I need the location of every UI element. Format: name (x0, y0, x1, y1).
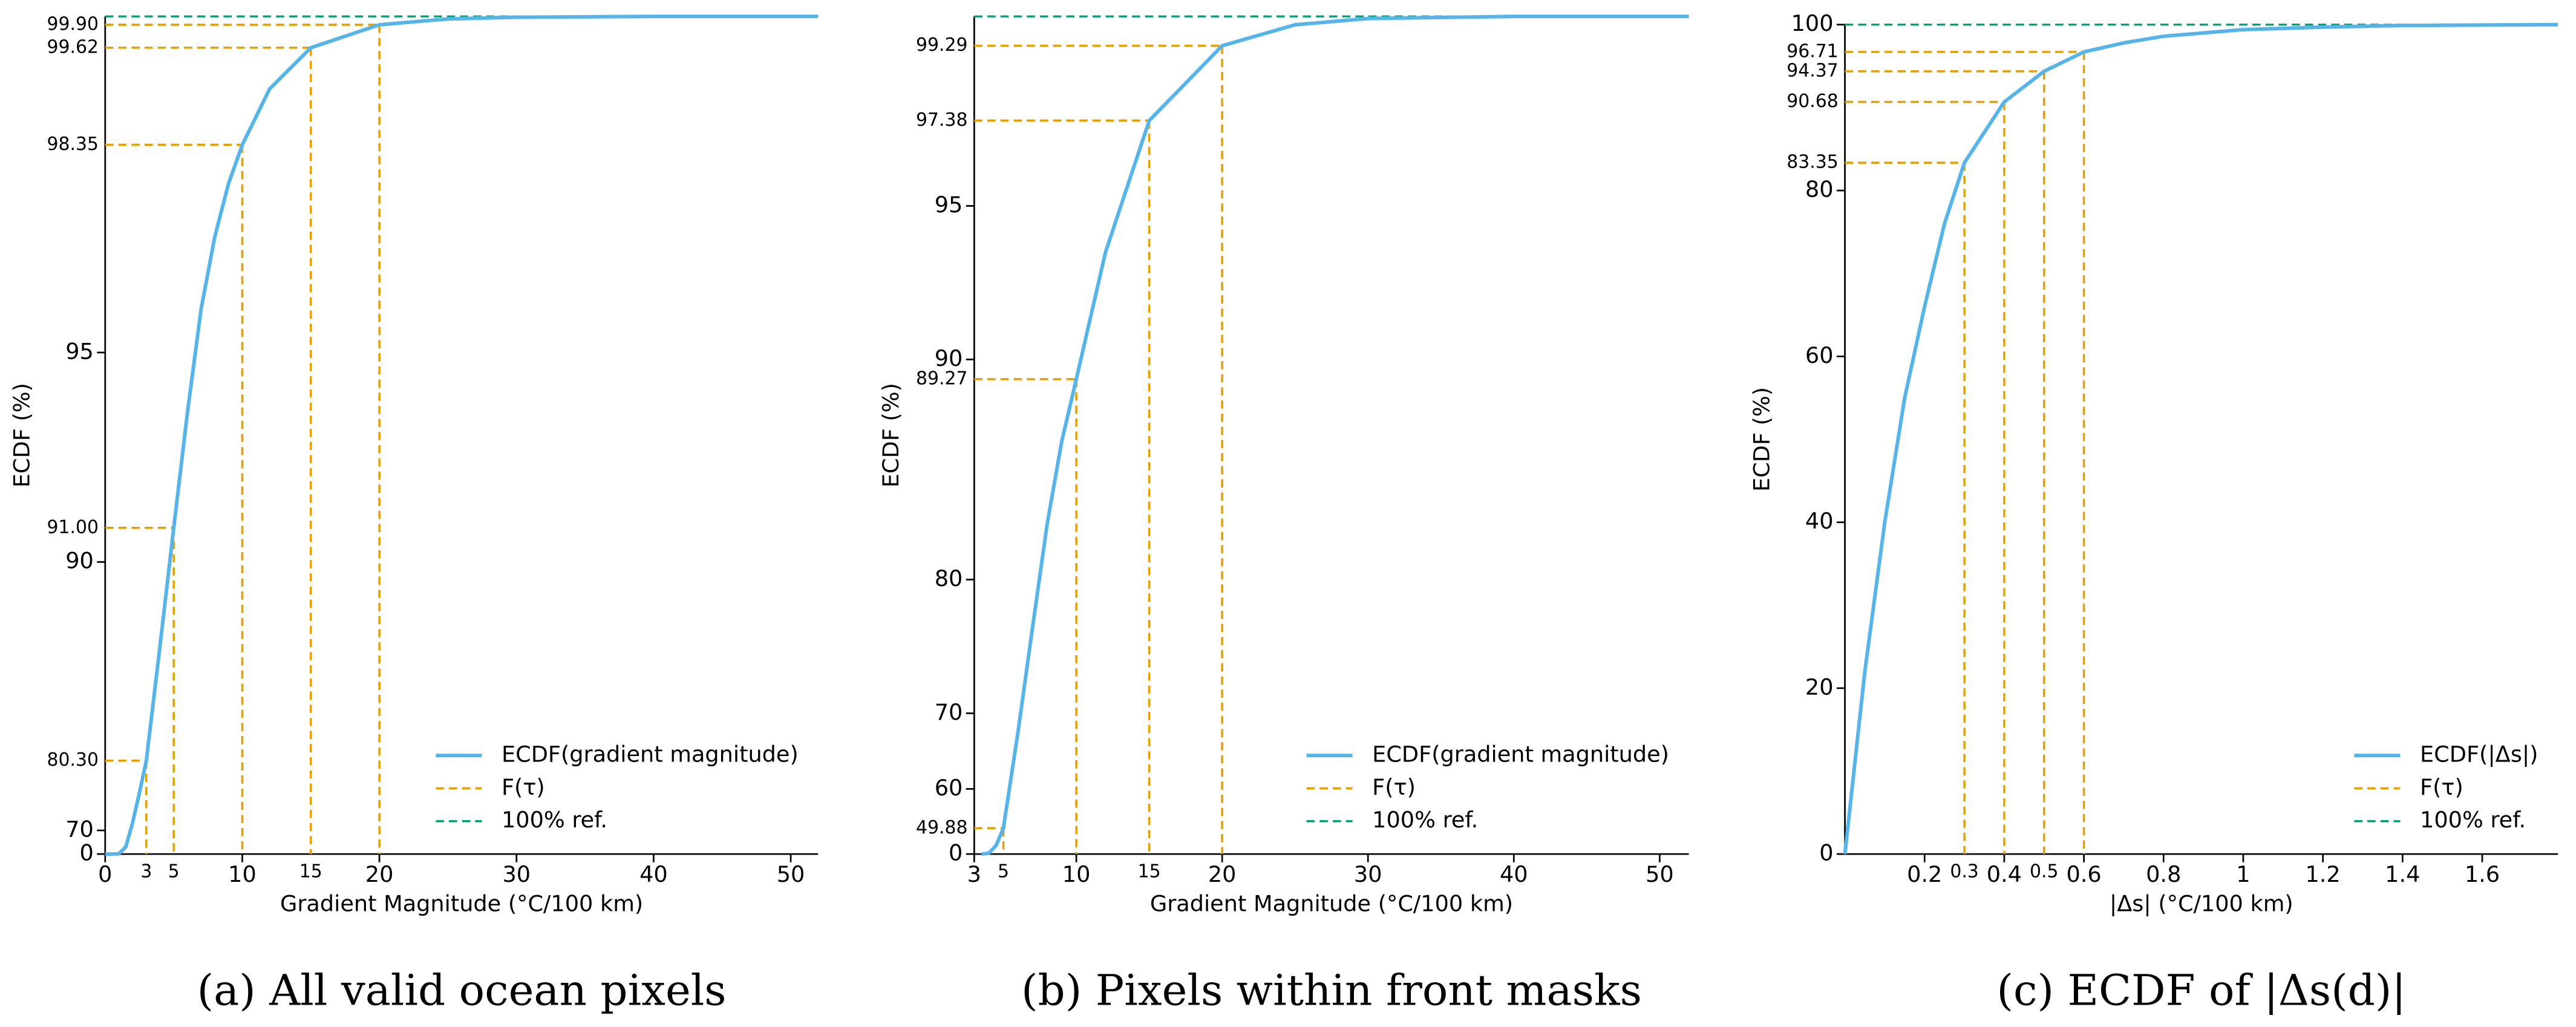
threshold-y-label: 96.71 (1787, 41, 1838, 62)
threshold-x-label: 5 (998, 861, 1009, 882)
threshold-y-label: 98.35 (47, 134, 98, 155)
ecdf-line (105, 15, 819, 856)
y-tick-label: 70 (65, 816, 94, 842)
threshold-x-label: 15 (1138, 861, 1161, 882)
legend-label: 100% ref. (1372, 807, 1478, 833)
threshold-x-label: 15 (299, 861, 322, 882)
legend-label: ECDF(|Δs|) (2420, 742, 2538, 768)
x-tick-label: 40 (1500, 861, 1528, 887)
x-tick-label: 0.8 (2146, 861, 2181, 887)
y-tick-label: 95 (65, 338, 94, 364)
x-tick-label: 10 (228, 861, 257, 887)
x-tick-label: 50 (1646, 861, 1674, 887)
legend-label: ECDF(gradient magnitude) (1372, 742, 1669, 768)
y-tick-label: 40 (1805, 508, 1834, 534)
caption: (b) Pixels within front masks (1021, 965, 1642, 1015)
threshold-y-label: 90.68 (1787, 91, 1838, 112)
threshold-y-label: 99.29 (916, 34, 967, 56)
x-tick-label: 0.6 (2066, 861, 2101, 887)
y-tick-label: 0 (1819, 840, 1833, 866)
y-tick-label: 70 (935, 699, 963, 725)
ecdf-line (981, 15, 1689, 856)
threshold-y-label: 99.90 (47, 13, 98, 34)
legend-label: ECDF(gradient magnitude) (502, 742, 799, 768)
x-tick-label: 10 (1062, 861, 1091, 887)
threshold-y-label: 83.35 (1787, 152, 1838, 173)
legend-label: F(τ) (2420, 774, 2463, 800)
x-tick-label: 0.4 (1987, 861, 2022, 887)
threshold-y-label: 49.88 (916, 817, 967, 838)
x-tick-label: 1 (2236, 861, 2250, 887)
threshold-y-label: 80.30 (47, 749, 98, 771)
y-tick-label: 60 (1805, 342, 1834, 368)
y-tick-label: 60 (935, 775, 963, 801)
x-tick-label: 0.2 (1907, 861, 1942, 887)
legend-label: 100% ref. (502, 807, 607, 833)
x-tick-label: 1.6 (2465, 861, 2500, 887)
threshold-x-label: 0.5 (2030, 861, 2059, 882)
threshold-y-label: 91.00 (47, 517, 98, 538)
threshold-x-label: 3 (140, 861, 152, 882)
legend-label: 100% ref. (2420, 807, 2526, 833)
y-axis-label: ECDF (%) (9, 383, 35, 487)
y-tick-label: 0 (80, 840, 94, 866)
threshold-x-label: 0.3 (1950, 861, 1979, 882)
caption: (a) All valid ocean pixels (197, 965, 727, 1015)
y-tick-label: 90 (935, 345, 963, 371)
x-tick-label: 30 (502, 861, 531, 887)
y-tick-label: 100 (1791, 10, 1834, 36)
ecdf-line (1843, 22, 2558, 855)
y-tick-label: 80 (1805, 176, 1834, 202)
x-tick-label: 20 (1208, 861, 1237, 887)
threshold-y-label: 89.27 (916, 368, 967, 389)
y-axis-label: ECDF (%) (878, 383, 904, 487)
legend-label: F(τ) (502, 774, 545, 800)
threshold-y-label: 94.37 (1787, 60, 1838, 81)
x-axis-label: Gradient Magnitude (°C/100 km) (1150, 891, 1513, 917)
x-tick-label: 20 (365, 861, 394, 887)
threshold-y-label: 97.38 (916, 109, 967, 131)
y-tick-label: 0 (949, 840, 963, 866)
y-tick-label: 95 (935, 192, 963, 218)
x-tick-label: 40 (639, 861, 668, 887)
y-axis-label: ECDF (%) (1748, 387, 1774, 492)
x-tick-label: 0 (98, 861, 112, 887)
x-axis-label: |Δs| (°C/100 km) (2110, 891, 2293, 917)
x-tick-label: 1.2 (2305, 861, 2340, 887)
x-tick-label: 50 (777, 861, 805, 887)
threshold-x-label: 5 (168, 861, 180, 882)
x-axis-label: Gradient Magnitude (°C/100 km) (280, 891, 643, 917)
y-tick-label: 90 (65, 548, 94, 574)
threshold-y-label: 99.62 (47, 36, 98, 57)
legend-label: F(τ) (1372, 774, 1416, 800)
x-tick-label: 3 (967, 861, 981, 887)
caption: (c) ECDF of |Δs(d)| (1996, 965, 2406, 1015)
y-tick-label: 80 (935, 566, 963, 592)
x-tick-label: 1.4 (2385, 861, 2420, 887)
y-tick-label: 20 (1805, 674, 1834, 700)
x-tick-label: 30 (1354, 861, 1382, 887)
